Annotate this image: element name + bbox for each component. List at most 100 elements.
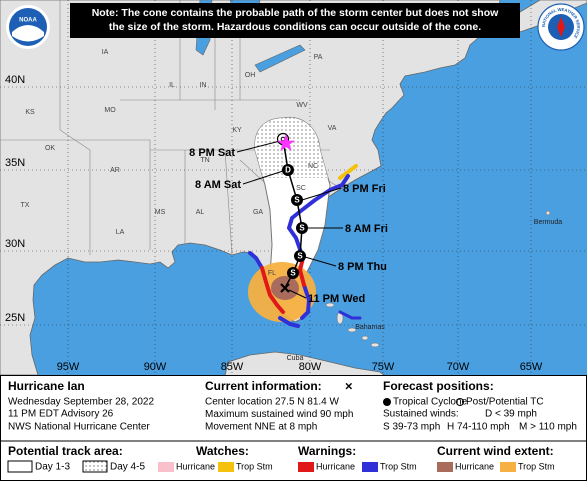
hurricane-wind-swatch	[437, 462, 453, 472]
forecast-time-label: 8 PM Thu	[338, 261, 387, 273]
forecast-point	[296, 222, 308, 234]
forecast-point-letter: S	[290, 269, 296, 278]
day-1-3-swatch	[7, 460, 33, 473]
hurricane-warning-swatch	[298, 462, 314, 472]
latitude-label: 40N	[5, 74, 25, 86]
hurricane-watch-swatch	[158, 462, 174, 472]
state-label: IN	[200, 82, 207, 89]
current-detail: Movement NNE at 8 mph	[205, 422, 317, 433]
current-heading: Current information:	[205, 379, 322, 393]
issuing-center: NWS National Hurricane Center	[8, 422, 150, 433]
forecast-point	[287, 267, 299, 279]
forecast-point-letter: S	[299, 224, 305, 233]
legend-label: Hurricane	[455, 461, 494, 471]
hurricane-warning	[298, 256, 306, 287]
longitude-label: 70W	[447, 361, 470, 373]
noaa-text: NOAA	[19, 18, 37, 24]
day-4-5-swatch	[82, 460, 108, 473]
latitude-label: 30N	[5, 238, 25, 250]
nws-logo-mark	[557, 17, 565, 37]
legend-label: Day 1-3	[35, 462, 70, 473]
hurricane-warning	[260, 266, 285, 314]
landfall-star	[277, 134, 295, 151]
issue-date: Wednesday September 28, 2022	[8, 397, 154, 408]
trop-stm-watch-swatch	[218, 462, 234, 472]
legend-label: Hurricane	[176, 461, 215, 471]
label-leaders	[236, 140, 343, 299]
wind-class: D < 39 mph	[485, 409, 537, 420]
state-label: TN	[200, 157, 209, 164]
forecast-point	[282, 164, 294, 176]
land	[0, 0, 501, 375]
state-label: MS	[155, 209, 166, 216]
islands	[325, 210, 551, 348]
storm-name: Hurricane Ian	[8, 379, 85, 393]
wind-class: H 74-110 mph	[447, 422, 510, 433]
current-detail: Maximum sustained wind 90 mph	[205, 409, 353, 420]
state-label: AL	[196, 209, 205, 216]
note-text: the size of the storm. Hazardous conditi…	[109, 21, 481, 33]
winds-label: Sustained winds:	[383, 409, 459, 420]
cuba	[224, 351, 385, 375]
graticule	[0, 0, 587, 375]
state-label: KS	[25, 109, 35, 116]
post-label: Post/Potential TC	[466, 397, 544, 408]
forecast-time-label: 8 PM Fri	[343, 183, 386, 195]
current-detail: Center location 27.5 N 81.4 W	[205, 397, 340, 408]
place-label: Bermuda	[534, 219, 563, 226]
advisory: 11 PM EDT Advisory 26	[8, 409, 114, 420]
noaa-bird	[12, 25, 44, 42]
trop-stm-wind-swatch	[500, 462, 516, 472]
latitude-label: 35N	[5, 157, 25, 169]
state-label: MO	[104, 107, 116, 114]
legend-heading: Current wind extent:	[437, 444, 554, 458]
current-symbol: ×	[345, 378, 353, 393]
tropical-label: Tropical Cyclone	[393, 397, 468, 408]
trop-stm-warning	[300, 283, 311, 320]
post-tropical-symbol	[456, 398, 464, 406]
state-label: IA	[102, 49, 109, 56]
longitude-label: 95W	[57, 361, 80, 373]
forecast-point	[294, 250, 306, 262]
forecast-heading: Forecast positions:	[383, 379, 494, 393]
trop-stm-warning-swatch	[362, 462, 378, 472]
state-label: LA	[116, 229, 125, 236]
note-text: Note: The cone contains the probable pat…	[92, 7, 499, 19]
legend-heading: Warnings:	[298, 444, 356, 458]
trop-stm-warning	[338, 310, 362, 320]
wind-class: M > 110 mph	[519, 422, 577, 433]
legend-heading: Potential track area:	[8, 444, 123, 458]
state-label: PA	[314, 54, 323, 61]
forecast-point-letter: D	[285, 166, 291, 175]
longitude-label: 80W	[299, 361, 322, 373]
state-label: OH	[245, 72, 256, 79]
state-label: TX	[21, 202, 30, 209]
legend-swatches	[7, 398, 516, 473]
legend-label: Hurricane	[316, 461, 355, 471]
state-label: FL	[268, 270, 276, 277]
place-label: Bahamas	[355, 324, 385, 331]
state-label: OK	[45, 145, 55, 152]
trop-stm-watch	[338, 164, 358, 180]
trop-stm-warning	[287, 174, 350, 260]
state-label: SC	[296, 185, 306, 192]
state-label: NC	[308, 163, 318, 170]
legend-heading: Watches:	[196, 444, 249, 458]
tropical-symbol	[383, 398, 391, 406]
forecast-point-letter: S	[294, 196, 300, 205]
forecast-time-label: 11 PM Wed	[308, 293, 365, 305]
state-label: AR	[110, 167, 120, 174]
forecast-point	[291, 194, 303, 206]
trop-stm-warning	[278, 316, 300, 328]
forecast-time-label: 8 PM Sat	[189, 147, 235, 159]
note-box	[70, 3, 520, 38]
longitude-label: 85W	[221, 361, 244, 373]
wind-class: S 39-73 mph	[383, 422, 440, 433]
current-position	[280, 283, 290, 293]
state-label: GA	[253, 209, 263, 216]
trop-stm-warning	[248, 251, 264, 270]
